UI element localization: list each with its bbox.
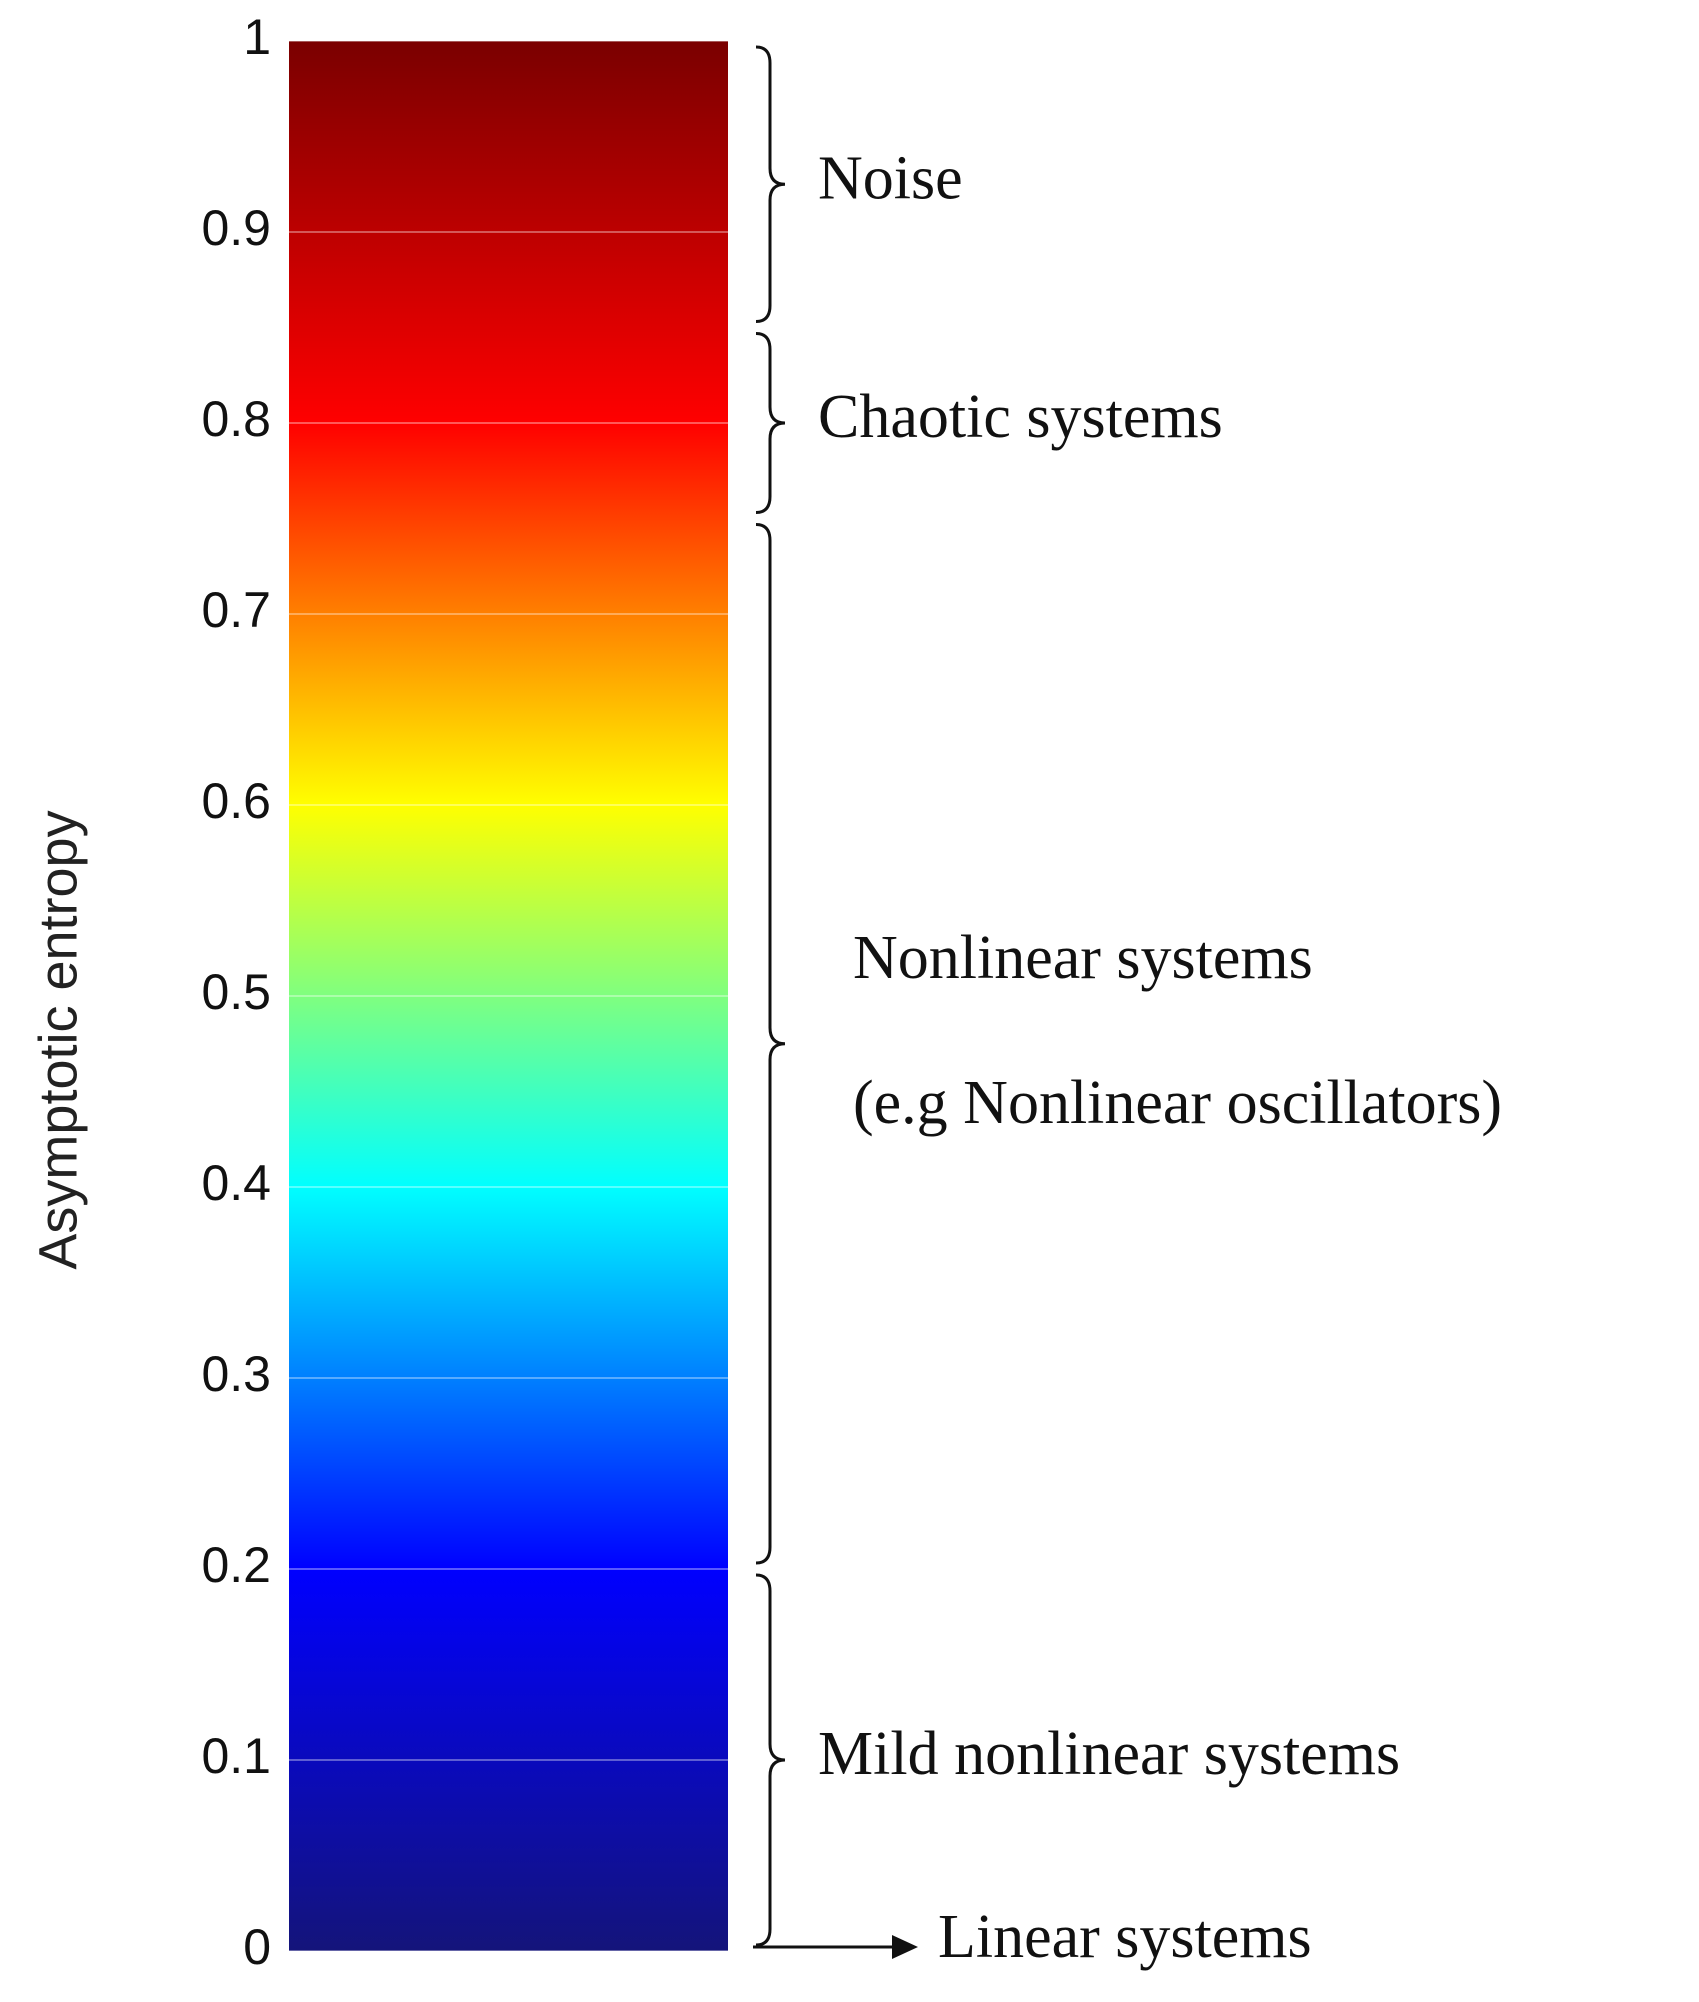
y-tick-label: 0: [243, 1919, 271, 1975]
y-axis-label: Asymptotic entropy: [28, 810, 88, 1269]
brace: [755, 332, 786, 514]
colorbar: [289, 41, 728, 1951]
y-tick-label: 1: [243, 9, 271, 65]
arrow-label: Linear systems: [938, 1903, 1312, 1971]
y-tick-label: 0.7: [201, 582, 271, 638]
annotation-label: Nonlinear systems: [853, 924, 1313, 992]
y-tick-label: 0.3: [201, 1346, 271, 1402]
y-tick-label: 0.5: [201, 964, 271, 1020]
brace: [755, 523, 786, 1565]
brace: [755, 1573, 786, 1947]
annotation-label: Noise: [818, 144, 963, 212]
brace: [755, 45, 786, 323]
y-tick-label: 0.8: [201, 391, 271, 447]
y-tick-label: 0.9: [201, 200, 271, 256]
y-tick-label: 0.4: [201, 1155, 271, 1211]
y-tick-label: 0.6: [201, 773, 271, 829]
arrow-head: [892, 1935, 918, 1959]
annotation-sublabel: (e.g Nonlinear oscillators): [853, 1069, 1502, 1137]
y-tick-label: 0.2: [201, 1537, 271, 1593]
annotation-label: Chaotic systems: [818, 383, 1223, 451]
y-tick-label: 0.1: [201, 1728, 271, 1784]
annotation-label: Mild nonlinear systems: [818, 1720, 1400, 1788]
